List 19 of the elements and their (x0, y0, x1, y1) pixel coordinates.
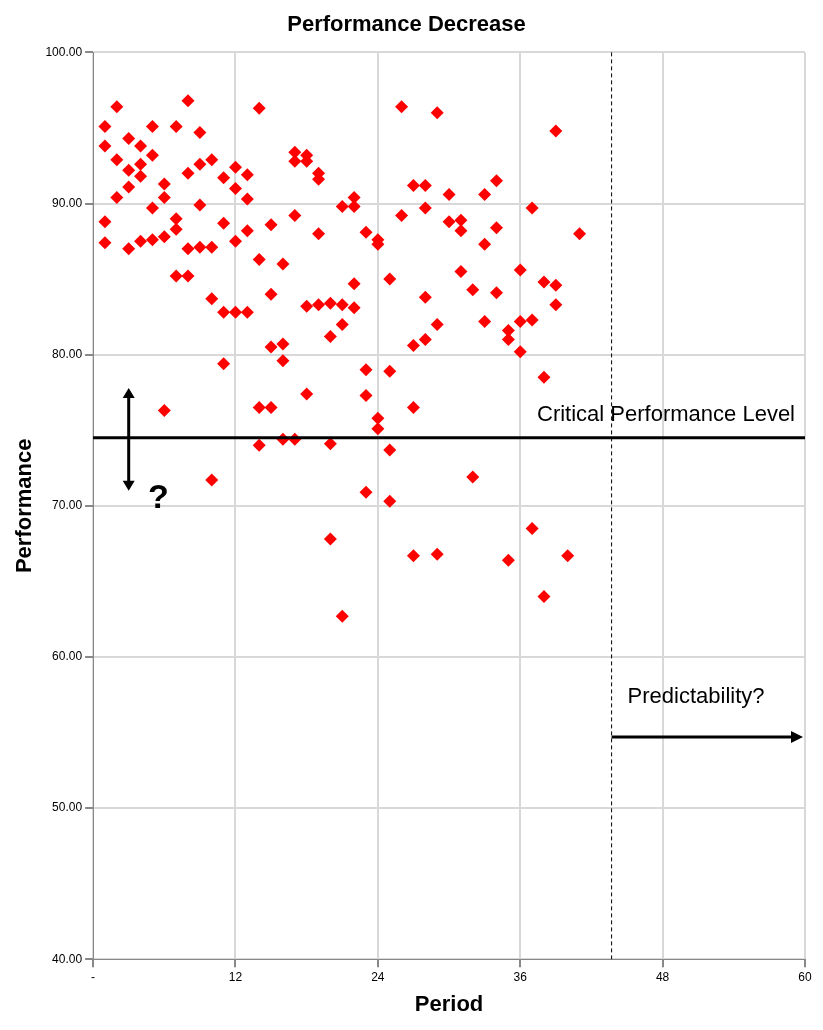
y-tick-label: 70.00 (52, 498, 83, 513)
x-tick-label: 12 (228, 969, 243, 984)
x-tick-label: 36 (513, 969, 528, 984)
annotation: ? (147, 476, 169, 515)
y-tick-label: 60.00 (52, 649, 83, 664)
x-tick-label: 48 (655, 969, 670, 984)
chart-title: Performance Decrease (287, 11, 526, 37)
ref-line-label: Predictability? (627, 683, 765, 709)
x-tick-label: 24 (371, 969, 385, 984)
ref-line-label: Critical Performance Level (537, 400, 795, 426)
y-tick-label: 50.00 (52, 800, 83, 815)
y-tick-label: 40.00 (52, 951, 83, 966)
x-tick-label: - (91, 969, 96, 984)
y-axis-title: Performance (11, 438, 37, 574)
y-tick-label: 90.00 (52, 195, 83, 210)
x-tick-label: 60 (798, 969, 812, 984)
y-tick-label: 80.00 (52, 346, 83, 361)
x-axis-title: Period (414, 990, 484, 1016)
y-tick-label: 100.00 (45, 44, 83, 59)
